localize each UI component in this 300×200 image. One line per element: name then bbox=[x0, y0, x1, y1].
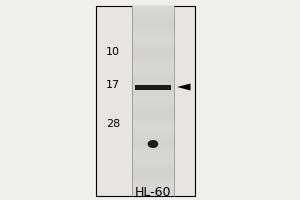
Bar bbox=[132, 96, 174, 99]
Bar bbox=[132, 148, 174, 151]
Bar bbox=[132, 92, 174, 94]
Bar bbox=[132, 42, 174, 44]
Bar bbox=[132, 191, 174, 194]
Bar bbox=[132, 182, 174, 184]
Bar bbox=[135, 84, 171, 90]
Bar bbox=[132, 18, 174, 20]
Bar bbox=[132, 80, 174, 82]
Bar bbox=[132, 65, 174, 68]
Bar bbox=[132, 25, 174, 27]
Bar bbox=[132, 39, 174, 42]
Bar bbox=[132, 139, 174, 141]
Text: 17: 17 bbox=[106, 80, 120, 90]
Bar bbox=[132, 122, 174, 125]
Bar bbox=[132, 99, 174, 101]
Bar bbox=[132, 77, 174, 80]
Bar bbox=[132, 106, 174, 108]
Bar bbox=[132, 184, 174, 186]
Bar bbox=[132, 70, 174, 73]
Bar bbox=[132, 175, 174, 177]
Bar bbox=[96, 6, 195, 196]
Bar bbox=[132, 113, 174, 115]
Bar bbox=[132, 130, 174, 132]
Bar bbox=[132, 20, 174, 23]
Bar bbox=[132, 194, 174, 196]
Bar bbox=[132, 141, 174, 144]
Bar bbox=[132, 168, 174, 170]
Bar bbox=[132, 53, 174, 56]
Bar bbox=[132, 11, 174, 13]
Bar bbox=[132, 82, 174, 84]
Bar bbox=[132, 144, 174, 146]
Bar bbox=[132, 72, 174, 75]
Bar bbox=[132, 177, 174, 179]
Bar bbox=[132, 15, 174, 18]
Bar bbox=[132, 84, 174, 87]
Bar bbox=[132, 63, 174, 65]
Bar bbox=[132, 46, 174, 49]
Bar bbox=[132, 56, 174, 58]
Bar bbox=[132, 101, 174, 103]
Bar bbox=[132, 27, 174, 30]
Bar bbox=[132, 68, 174, 70]
Bar bbox=[132, 146, 174, 148]
Bar bbox=[132, 32, 174, 35]
Bar bbox=[132, 179, 174, 182]
Bar bbox=[132, 118, 174, 120]
Bar bbox=[132, 137, 174, 139]
Bar bbox=[132, 94, 174, 96]
Ellipse shape bbox=[148, 140, 158, 148]
Bar bbox=[132, 127, 174, 130]
Polygon shape bbox=[177, 84, 190, 90]
Bar bbox=[132, 125, 174, 127]
Bar bbox=[132, 103, 174, 106]
Text: HL-60: HL-60 bbox=[135, 186, 171, 199]
Bar bbox=[132, 30, 174, 32]
Bar bbox=[132, 186, 174, 189]
Bar bbox=[132, 61, 174, 63]
Bar bbox=[132, 89, 174, 92]
Bar bbox=[132, 158, 174, 160]
Bar bbox=[132, 23, 174, 25]
Bar bbox=[132, 134, 174, 137]
Bar bbox=[132, 6, 174, 8]
Bar bbox=[132, 120, 174, 122]
Bar bbox=[132, 49, 174, 51]
Bar bbox=[132, 156, 174, 158]
Bar bbox=[132, 110, 174, 113]
Bar bbox=[132, 37, 174, 39]
Bar bbox=[132, 153, 174, 156]
Bar bbox=[132, 13, 174, 15]
Bar bbox=[132, 44, 174, 46]
Bar bbox=[132, 51, 174, 53]
Bar bbox=[132, 172, 174, 175]
Bar bbox=[132, 170, 174, 172]
Bar bbox=[132, 151, 174, 153]
Bar bbox=[132, 115, 174, 118]
Bar bbox=[132, 35, 174, 37]
Bar bbox=[132, 58, 174, 61]
Text: 10: 10 bbox=[106, 47, 120, 57]
Bar bbox=[132, 87, 174, 89]
Text: 28: 28 bbox=[106, 119, 120, 129]
Bar bbox=[132, 189, 174, 191]
Bar bbox=[132, 165, 174, 168]
Bar bbox=[132, 75, 174, 77]
Ellipse shape bbox=[147, 141, 153, 147]
Bar bbox=[132, 108, 174, 110]
Bar bbox=[132, 160, 174, 163]
Bar bbox=[132, 163, 174, 165]
Bar bbox=[132, 8, 174, 11]
Bar bbox=[132, 132, 174, 134]
